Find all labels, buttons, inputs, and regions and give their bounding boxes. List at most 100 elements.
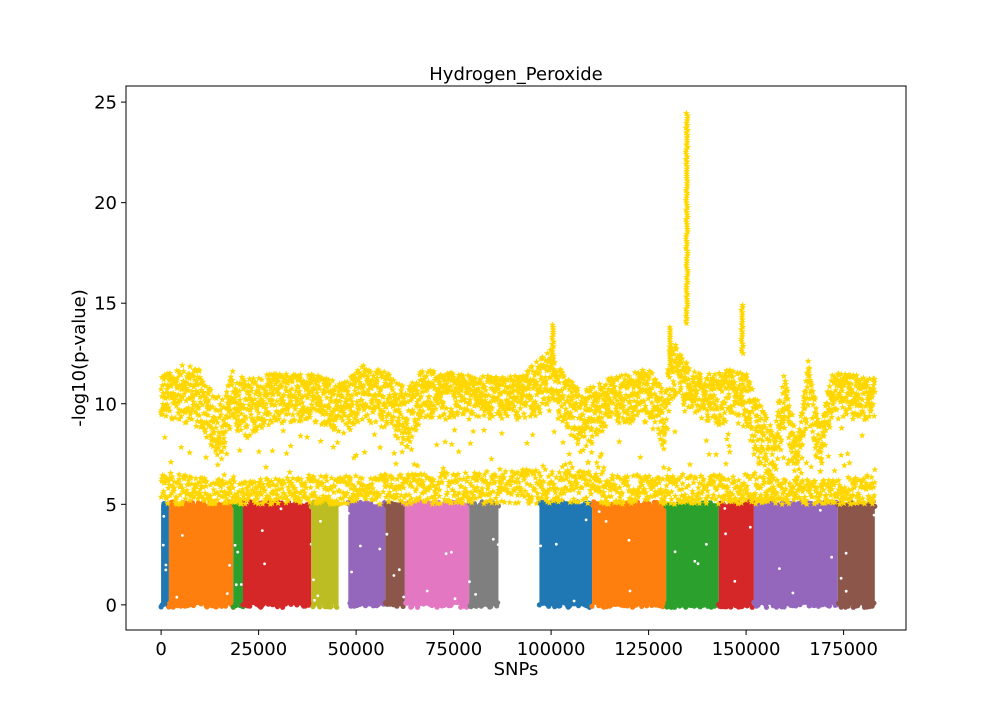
significant-snp-star	[734, 394, 742, 401]
significant-snp-star	[688, 401, 696, 409]
significant-snp-star	[758, 424, 766, 432]
significant-snp-star	[677, 383, 685, 391]
significant-snp-star	[167, 458, 175, 465]
significant-snp-star	[665, 366, 672, 374]
significant-snp-star	[579, 411, 587, 418]
significant-snp-star	[527, 376, 534, 383]
significant-snp-star	[478, 475, 486, 482]
snp-point	[552, 604, 558, 610]
significant-snp-star	[272, 416, 280, 424]
significant-snp-star	[424, 495, 431, 502]
significant-snp-star	[748, 425, 756, 432]
significant-snp-star	[672, 341, 680, 348]
significant-snp-star	[525, 500, 533, 507]
significant-snp-star	[444, 388, 452, 396]
significant-snp-star	[695, 369, 703, 377]
significant-snp-star	[542, 380, 550, 388]
significant-snp-star	[163, 393, 171, 401]
significant-snp-star	[313, 401, 321, 409]
significant-snp-star	[607, 398, 615, 405]
significant-snp-star	[419, 382, 427, 389]
significant-snp-star	[783, 384, 791, 392]
significant-snp-star	[480, 382, 488, 390]
significant-snp-star	[241, 431, 249, 438]
significant-snp-star	[251, 478, 259, 486]
gap-point	[778, 567, 781, 570]
significant-snp-star	[175, 367, 183, 375]
significant-snp-star	[654, 487, 662, 495]
significant-snp-star	[470, 473, 477, 481]
significant-snp-star	[168, 415, 176, 422]
chromosome-block-2	[166, 499, 236, 610]
significant-snp-star	[533, 391, 541, 398]
significant-snp-star	[347, 411, 355, 419]
significant-snp-star	[390, 413, 398, 420]
significant-snp-star	[269, 376, 277, 383]
significant-snp-star	[348, 481, 356, 488]
significant-snp-star	[647, 492, 655, 500]
significant-snp-star	[160, 375, 168, 383]
significant-snp-star	[539, 485, 546, 492]
significant-snp-star	[532, 466, 540, 474]
significant-snp-star	[226, 489, 234, 496]
gap-point	[350, 570, 353, 574]
significant-snp-star	[767, 478, 775, 485]
significant-snp-star	[698, 414, 706, 421]
significant-snp-star	[294, 395, 301, 403]
significant-snp-star	[491, 384, 499, 391]
significant-snp-star	[733, 496, 740, 504]
significant-snp-star	[633, 377, 641, 385]
gap-point	[402, 595, 406, 599]
significant-snp-star	[272, 370, 280, 377]
significant-snp-star	[778, 500, 786, 508]
significant-snp-star	[624, 383, 632, 390]
significant-snp-star	[642, 489, 650, 496]
significant-snp-star	[674, 354, 682, 362]
significant-snp-star	[339, 489, 347, 496]
significant-snp-star	[572, 406, 580, 413]
significant-snp-star	[163, 370, 171, 377]
significant-snp-star	[263, 393, 270, 400]
significant-snp-star	[779, 407, 787, 414]
significant-snp-star	[223, 499, 231, 506]
significant-snp-star	[203, 418, 211, 426]
significant-snp-star	[230, 473, 238, 480]
significant-snp-star	[701, 380, 709, 387]
significant-snp-star	[498, 414, 506, 422]
significant-snp-star	[277, 371, 285, 379]
chromosome-block-14	[751, 499, 841, 610]
significant-snp-star	[256, 422, 264, 429]
significant-snp-star	[710, 491, 717, 498]
significant-snp-star	[730, 402, 737, 409]
significant-snp-star	[299, 403, 307, 410]
significant-snp-star	[436, 486, 443, 493]
gap-point	[162, 514, 166, 518]
significant-snp-star	[761, 411, 769, 419]
significant-snp-star	[515, 389, 523, 397]
significant-snp-star	[267, 496, 274, 503]
significant-snp-star	[555, 378, 563, 386]
significant-snp-star	[289, 402, 297, 409]
significant-snp-star	[624, 410, 632, 418]
significant-snp-star	[420, 470, 428, 478]
significant-snp-star	[682, 363, 690, 371]
significant-snp-star	[657, 388, 665, 396]
significant-snp-star	[426, 366, 434, 374]
significant-snp-star	[338, 380, 346, 387]
significant-snp-star	[517, 374, 524, 381]
significant-snp-star	[448, 486, 456, 493]
significant-snp-star	[606, 480, 614, 487]
significant-snp-star	[400, 435, 408, 443]
significant-snp-star	[543, 498, 551, 505]
significant-snp-star	[197, 485, 204, 492]
significant-snp-star	[632, 496, 640, 504]
significant-snp-star	[261, 487, 269, 494]
significant-snp-star	[659, 475, 667, 482]
significant-snp-star	[352, 374, 360, 382]
significant-snp-star	[333, 399, 341, 406]
significant-snp-star	[359, 388, 367, 395]
gap-point	[844, 589, 848, 593]
significant-snp-star	[225, 401, 233, 408]
significant-snp-star	[597, 422, 605, 430]
significant-snp-star	[526, 391, 533, 398]
